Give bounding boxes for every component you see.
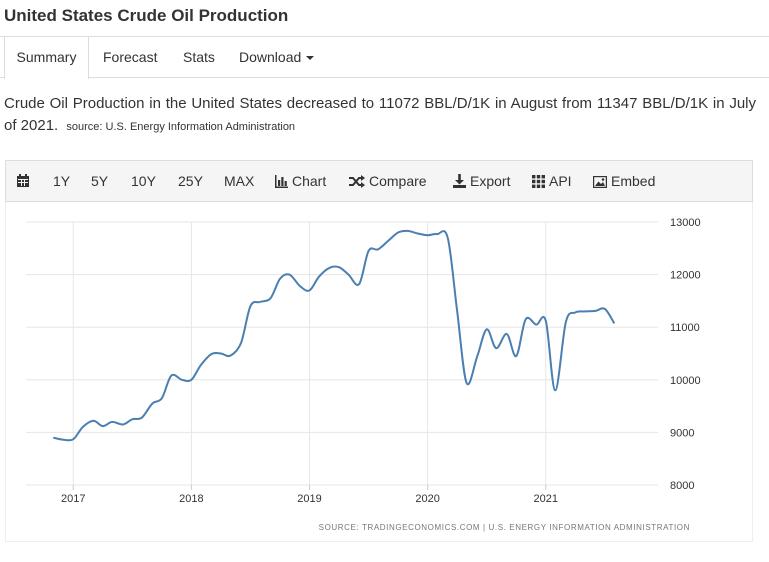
y-tick-label: 9000 — [670, 427, 694, 439]
description: Crude Oil Production in the United State… — [4, 93, 756, 138]
tab-summary[interactable]: Summary — [4, 37, 89, 79]
x-tick-label: 2020 — [415, 493, 439, 505]
embed-button-label: Embed — [611, 173, 656, 189]
bar-chart-icon — [275, 175, 288, 188]
chart-button[interactable]: Chart — [275, 161, 326, 201]
tab-download-label: Download — [239, 49, 302, 65]
x-tick-label: 2021 — [534, 493, 558, 505]
download-icon — [453, 174, 466, 188]
export-button[interactable]: Export — [453, 161, 510, 201]
chart-button-label: Chart — [292, 173, 327, 189]
page-title: United States Crude Oil Production — [4, 6, 289, 25]
tab-bar: Summary Forecast Stats Download — [0, 36, 769, 79]
line-chart: 8000 9000 10000 11000 12000 13000 2017 2018 2019… — [26, 217, 701, 505]
y-tick-label: 12000 — [670, 270, 701, 282]
embed-button[interactable]: Embed — [592, 161, 656, 201]
x-tick-label: 2019 — [297, 493, 321, 505]
tab-stats[interactable]: Stats — [183, 49, 215, 65]
description-source: source: U.S. Energy Information Administ… — [66, 121, 296, 133]
api-button-label: API — [549, 173, 572, 189]
api-button[interactable]: API — [532, 161, 572, 201]
grid-icon — [532, 175, 545, 188]
chart-credits: SOURCE: TRADINGECONOMICS.COM | U.S. ENER… — [318, 523, 690, 532]
range-max-button[interactable]: MAX — [224, 173, 255, 189]
y-tick-label: 13000 — [670, 217, 701, 229]
shuffle-icon — [349, 175, 365, 188]
range-10y-button[interactable]: 10Y — [131, 173, 156, 189]
compare-button[interactable]: Compare — [349, 161, 427, 201]
y-tick-label: 11000 — [670, 322, 700, 334]
y-tick-label: 8000 — [670, 480, 694, 492]
image-icon — [592, 175, 608, 189]
description-text: Crude Oil Production in the United State… — [4, 95, 756, 134]
chart-container: 8000 9000 10000 11000 12000 13000 2017 2018 2019… — [5, 202, 753, 542]
x-tick-label: 2018 — [179, 493, 203, 505]
calendar-icon — [17, 174, 29, 187]
tab-download[interactable]: Download — [239, 37, 315, 78]
range-5y-button[interactable]: 5Y — [91, 173, 109, 189]
range-1y-button[interactable]: 1Y — [53, 173, 71, 189]
tab-forecast[interactable]: Forecast — [103, 49, 158, 65]
range-25y-button[interactable]: 25Y — [178, 173, 203, 189]
compare-button-label: Compare — [369, 173, 427, 189]
export-button-label: Export — [470, 173, 511, 189]
calendar-button[interactable] — [16, 161, 34, 201]
chart-toolbar: 1Y 5Y 10Y 25Y MAX Chart Compare Export — [5, 160, 753, 202]
y-tick-label: 10000 — [670, 375, 701, 387]
series-line — [53, 229, 616, 442]
caret-down-icon — [306, 56, 315, 61]
x-tick-label: 2017 — [61, 493, 85, 505]
